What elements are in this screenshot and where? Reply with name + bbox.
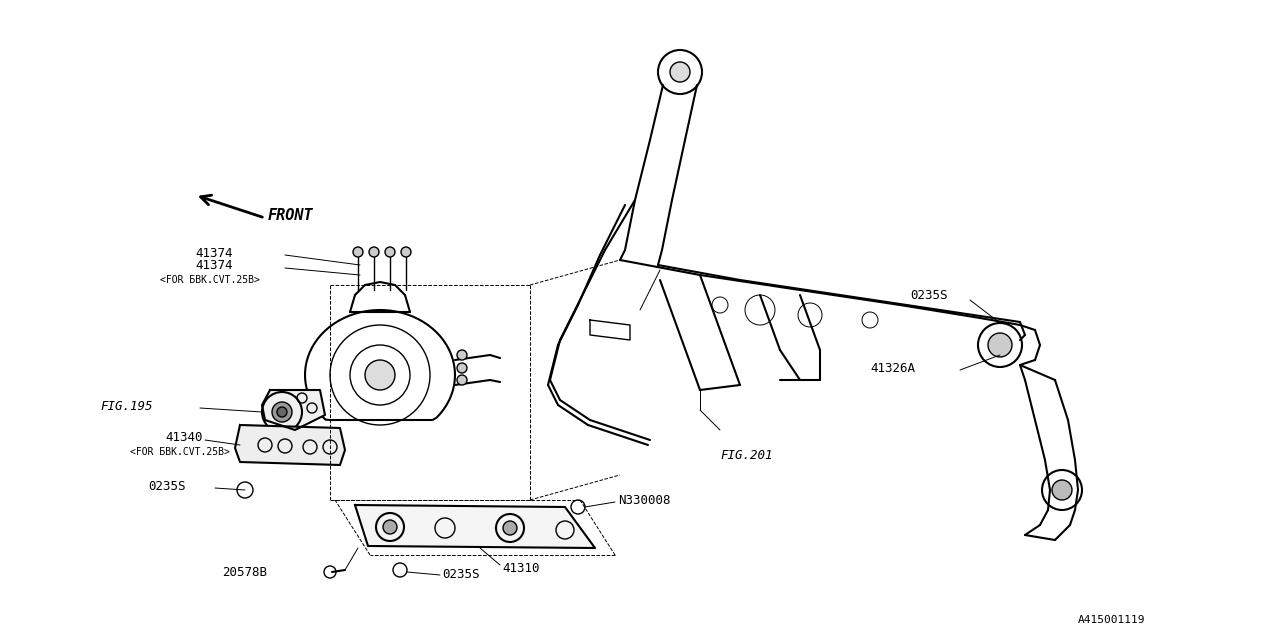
Text: 0235S: 0235S	[910, 289, 947, 301]
Text: N330008: N330008	[618, 493, 671, 506]
Circle shape	[369, 247, 379, 257]
Circle shape	[273, 402, 292, 422]
Circle shape	[1052, 480, 1073, 500]
Circle shape	[385, 247, 396, 257]
Circle shape	[353, 247, 364, 257]
Text: A415001119: A415001119	[1078, 615, 1146, 625]
Polygon shape	[262, 390, 325, 430]
Text: 41374: 41374	[195, 259, 233, 271]
Circle shape	[457, 375, 467, 385]
Circle shape	[276, 407, 287, 417]
Text: FIG.195: FIG.195	[100, 399, 152, 413]
Circle shape	[457, 350, 467, 360]
Text: 0235S: 0235S	[442, 568, 480, 582]
Circle shape	[365, 360, 396, 390]
Text: <FOR БBK.CVT.25B>: <FOR БBK.CVT.25B>	[131, 447, 230, 457]
Circle shape	[457, 363, 467, 373]
Polygon shape	[236, 425, 346, 465]
Circle shape	[669, 62, 690, 82]
Text: FRONT: FRONT	[268, 207, 314, 223]
Text: 41310: 41310	[502, 561, 539, 575]
Circle shape	[503, 521, 517, 535]
Circle shape	[383, 520, 397, 534]
Text: 20578B: 20578B	[221, 566, 268, 579]
Text: <FOR БBK.CVT.25B>: <FOR БBK.CVT.25B>	[160, 275, 260, 285]
Text: 0235S: 0235S	[148, 479, 186, 493]
Circle shape	[401, 247, 411, 257]
Polygon shape	[355, 505, 595, 548]
Text: 41340: 41340	[165, 431, 202, 444]
Text: FIG.201: FIG.201	[721, 449, 773, 461]
Text: 41374: 41374	[195, 246, 233, 259]
Text: 41326A: 41326A	[870, 362, 915, 374]
Circle shape	[988, 333, 1012, 357]
